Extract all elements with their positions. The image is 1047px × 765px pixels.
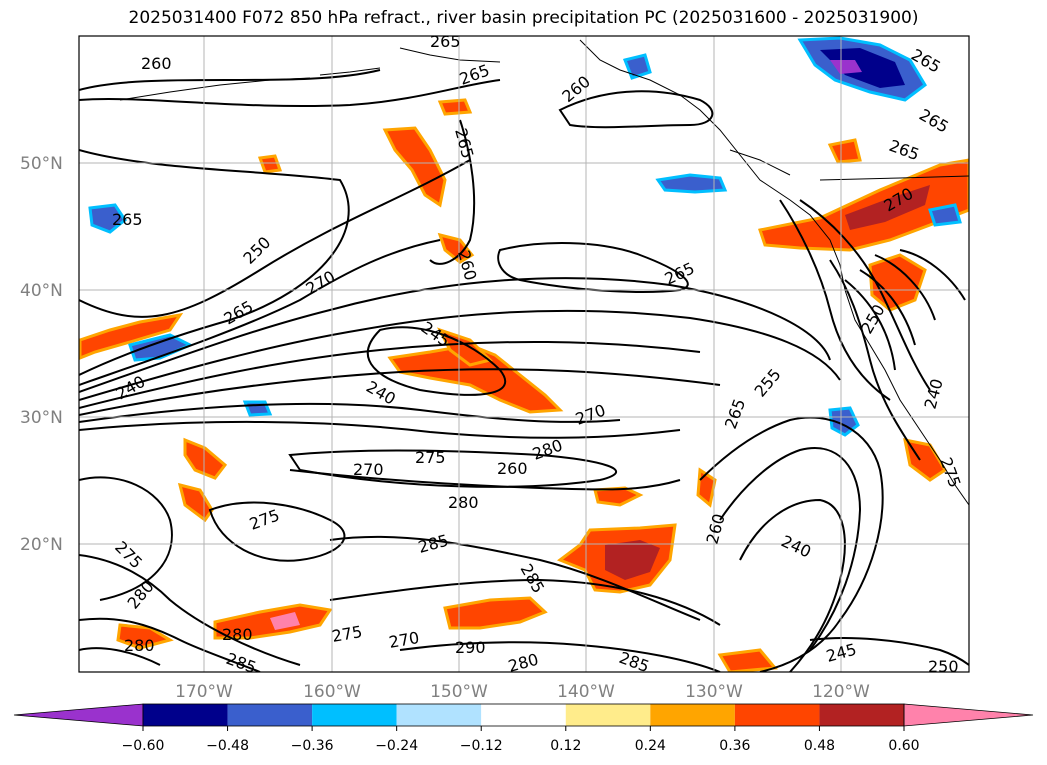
colorbar-segment: [650, 704, 735, 726]
contour-label: 260: [141, 54, 172, 73]
contour-label: 290: [455, 638, 486, 657]
positive-anomaly-core: [605, 540, 660, 580]
latitude-label: 40°N: [20, 281, 63, 301]
negative-anomaly-area: [928, 203, 962, 227]
colorbar-tick-label: −0.36: [291, 738, 334, 754]
positive-anomaly-area: [257, 154, 283, 174]
colorbar-extension-right: [903, 703, 1034, 727]
colorbar-tick-label: −0.60: [122, 738, 165, 754]
map-title: 2025031400 F072 850 hPa refract., river …: [128, 8, 919, 28]
contour-label: 270: [353, 460, 384, 479]
contour-label: 280: [506, 650, 540, 676]
positive-anomaly-area: [903, 438, 948, 482]
colorbar-tick-label: 0.48: [804, 738, 835, 754]
latitude-label: 20°N: [20, 535, 63, 555]
positive-anomaly-core: [845, 185, 930, 230]
longitude-label: 160°W: [303, 682, 361, 702]
negative-anomaly-area: [88, 203, 128, 234]
positive-anomaly-area: [827, 138, 862, 164]
colorbar-segment: [227, 704, 313, 726]
positive-anomaly-area: [437, 98, 473, 116]
colorbar-tick-label: −0.24: [375, 738, 418, 754]
colorbar-tick-label: 0.24: [635, 738, 666, 754]
longitude-label: 130°W: [685, 682, 743, 702]
refractivity-contours: [79, 69, 969, 672]
colorbar-tick-label: 0.36: [719, 738, 750, 754]
longitude-label: 150°W: [430, 682, 488, 702]
precipitation-shading: [79, 36, 969, 672]
longitude-label: 140°W: [557, 682, 615, 702]
map-area: [79, 36, 969, 672]
colorbar-tick-label: 0.12: [550, 738, 581, 754]
positive-anomaly-area: [116, 623, 174, 650]
positive-anomaly-area: [382, 126, 447, 208]
colorbar-segment: [734, 704, 820, 726]
longitude-label: 120°W: [812, 682, 870, 702]
negative-anomaly-area: [622, 53, 652, 80]
colorbar-tick-label: −0.12: [460, 738, 503, 754]
colorbar-segment: [565, 704, 651, 726]
contour-label: 260: [497, 459, 528, 478]
longitude-label: 170°W: [175, 682, 233, 702]
positive-anomaly-area: [183, 437, 228, 480]
positive-anomaly-core: [270, 612, 300, 630]
colorbar-tick-label: −0.48: [206, 738, 249, 754]
gridlines: [79, 36, 969, 672]
colorbar-segment: [312, 704, 397, 726]
contour-label: 275: [415, 448, 446, 467]
latitude-label: 30°N: [20, 408, 63, 428]
colorbar-segment: [481, 704, 566, 726]
positive-anomaly-area: [79, 312, 184, 361]
colorbar-segment: [819, 704, 904, 726]
colorbar: −0.60 −0.48 −0.36 −0.24 −0.12 0.12 0.24 0.36 0.4…: [13, 703, 1034, 754]
contour-label: 280: [448, 493, 479, 512]
latitude-label: 50°N: [20, 154, 63, 174]
map-border: [78, 35, 970, 673]
positive-anomaly-area: [437, 232, 475, 264]
colorbar-border: [142, 703, 905, 727]
contour-label: 265: [112, 210, 143, 229]
colorbar-segment: [396, 704, 482, 726]
contour-label: 265: [430, 32, 461, 51]
negative-anomaly-area: [655, 173, 728, 194]
contour-label: 250: [928, 657, 959, 676]
colorbar-tick-label: 0.60: [888, 738, 919, 754]
colorbar-segment: [143, 704, 228, 726]
colorbar-extension-left: [13, 703, 144, 727]
positive-anomaly-area: [443, 596, 548, 630]
contour-label: 280: [222, 625, 253, 644]
negative-anomaly-core: [830, 60, 862, 74]
contour-label: 280: [124, 636, 155, 655]
